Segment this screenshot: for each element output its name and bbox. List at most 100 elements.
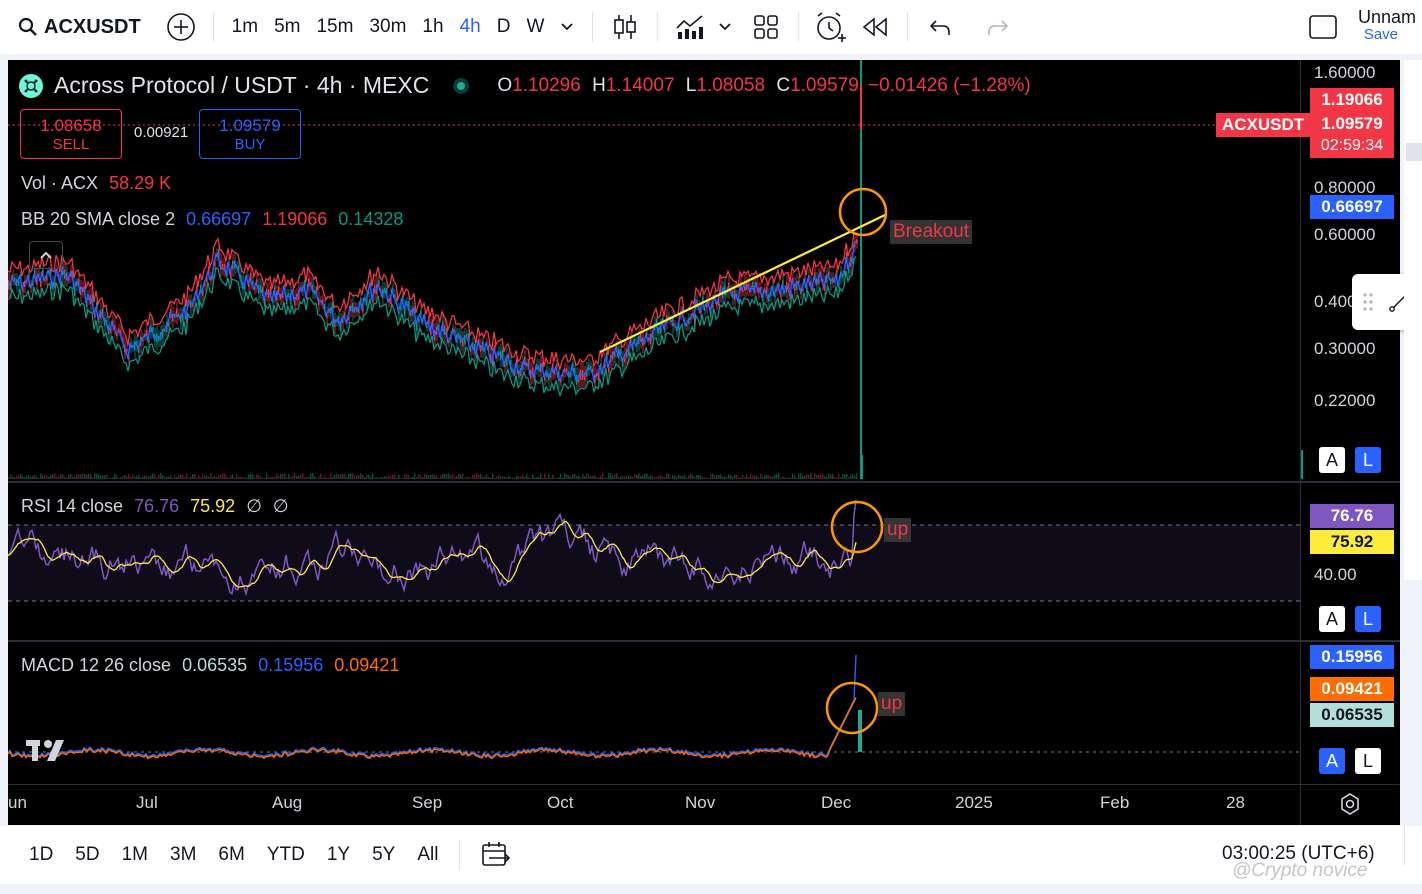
indicators-button[interactable] (668, 7, 712, 47)
volume-bar (592, 475, 594, 479)
layout-name-area[interactable]: Unnam Save (1358, 8, 1416, 44)
rsi-circle (830, 500, 884, 554)
rsi-up-annotation[interactable]: up (884, 518, 912, 542)
macd-log-scale-button[interactable]: L (1355, 748, 1381, 774)
volume-bar (308, 477, 310, 479)
layout-toggle-button[interactable] (1306, 7, 1340, 47)
range-3m[interactable]: 3M (170, 844, 197, 865)
interval-4h[interactable]: 4h (459, 16, 481, 37)
volume-legend[interactable]: Vol · ACX 58.29 K (21, 173, 171, 194)
interval-dropdown-button[interactable] (552, 7, 582, 47)
volume-bar (138, 474, 140, 479)
chart-title[interactable]: Across Protocol / USDT · 4h · MEXC (54, 72, 430, 98)
macd-auto-scale-button[interactable]: A (1319, 748, 1345, 774)
volume-bar (320, 473, 322, 479)
replay-button[interactable] (853, 7, 897, 47)
range-1m[interactable]: 1M (121, 844, 148, 865)
volume-bar (128, 473, 130, 479)
tradingview-logo[interactable] (24, 737, 74, 768)
save-link[interactable]: Save (1363, 26, 1399, 43)
indicators-dropdown-button[interactable] (712, 7, 738, 47)
volume-bar (296, 475, 298, 479)
interval-1m[interactable]: 1m (231, 16, 259, 37)
volume-bar (502, 476, 504, 479)
compare-add-button[interactable] (159, 7, 203, 47)
upper-band-label: 1.19066 (1310, 88, 1394, 112)
collapse-legend-button[interactable] (29, 241, 63, 269)
rsi-log-scale-button[interactable]: L (1355, 606, 1381, 632)
candle-body (718, 301, 720, 306)
candle-body (836, 270, 838, 274)
volume-bar (204, 475, 206, 479)
volume-bar (500, 476, 502, 479)
rsi-legend[interactable]: RSI 14 close 76.76 75.92 ∅ ∅ (21, 496, 289, 517)
volume-bar (726, 477, 728, 479)
redo-button[interactable] (976, 7, 1020, 47)
low-value: 1.08058 (696, 74, 766, 96)
bottom-edge-tab[interactable] (1404, 826, 1422, 866)
volume-bar (144, 475, 146, 479)
pane-separator[interactable] (8, 640, 1400, 642)
clock-timezone[interactable]: 03:00:25 (UTC+6) (1222, 843, 1375, 864)
log-scale-button[interactable]: L (1355, 447, 1381, 473)
interval-5m[interactable]: 5m (274, 16, 301, 37)
interval-1h[interactable]: 1h (422, 16, 444, 37)
range-1y[interactable]: 1Y (326, 844, 351, 865)
sell-button[interactable]: 1.08658 SELL (20, 109, 122, 159)
volume-bar (794, 475, 796, 479)
range-5y[interactable]: 5Y (372, 844, 396, 865)
drag-handle-icon[interactable] (1362, 291, 1374, 313)
interval-30m[interactable]: 30m (369, 16, 407, 37)
auto-scale-button[interactable]: A (1319, 447, 1345, 473)
rsi-auto-scale-button[interactable]: A (1319, 606, 1345, 632)
volume-bar (536, 476, 538, 479)
macd-legend[interactable]: MACD 12 26 close 0.06535 0.15956 0.09421 (21, 655, 399, 676)
candle-body (596, 373, 598, 377)
candle-body (206, 276, 208, 283)
undo-button[interactable] (918, 7, 962, 47)
volume-bar (414, 473, 416, 479)
macd-axis-label: 0.15956 (1310, 645, 1394, 669)
search-icon (18, 17, 37, 36)
volume-bar (556, 477, 558, 479)
candle-body (324, 303, 326, 310)
volume-bar (680, 475, 682, 479)
time-axis-settings-button[interactable] (1338, 792, 1362, 821)
volume-bar (86, 474, 88, 479)
interval-d[interactable]: D (496, 16, 511, 37)
candle-body (416, 322, 418, 331)
macd-up-annotation[interactable]: up (878, 692, 906, 716)
candle-body (74, 286, 76, 297)
open-value: 1.10296 (512, 74, 581, 96)
redo-icon (988, 20, 1009, 35)
chart-type-button[interactable] (603, 7, 647, 47)
chart-canvas[interactable]: Across Protocol / USDT · 4h · MEXC O1.10… (8, 60, 1400, 825)
range-5d[interactable]: 5D (75, 844, 100, 865)
interval-w[interactable]: W (526, 16, 545, 37)
candle-body (176, 308, 178, 318)
volume-bar (722, 476, 724, 479)
range-1d[interactable]: 1D (29, 844, 54, 865)
candle-body (366, 297, 368, 306)
buy-button[interactable]: 1.09579 BUY (199, 109, 301, 159)
pane-separator[interactable] (8, 481, 1400, 483)
bb-legend[interactable]: BB 20 SMA close 2 0.66697 1.19066 0.1432… (21, 209, 403, 230)
goto-date-button[interactable] (476, 835, 516, 875)
market-status-dot[interactable] (453, 77, 470, 94)
alert-button[interactable] (809, 7, 853, 47)
candle-body (800, 288, 802, 294)
grid-layout-icon (754, 15, 779, 39)
volume-bar (242, 477, 244, 479)
candle-body (710, 307, 712, 317)
breakout-annotation[interactable]: Breakout (890, 220, 973, 244)
interval-15m[interactable]: 15m (316, 16, 354, 37)
layout-button[interactable] (744, 7, 788, 47)
range-all[interactable]: All (417, 844, 439, 865)
range-6m[interactable]: 6M (218, 844, 245, 865)
volume-bar (262, 477, 264, 479)
right-panel-tab[interactable] (1406, 143, 1422, 161)
range-ytd[interactable]: YTD (266, 844, 305, 865)
volume-bar (416, 477, 418, 479)
volume-bar (602, 473, 604, 479)
symbol-search-button[interactable]: ACXUSDT (0, 7, 141, 47)
